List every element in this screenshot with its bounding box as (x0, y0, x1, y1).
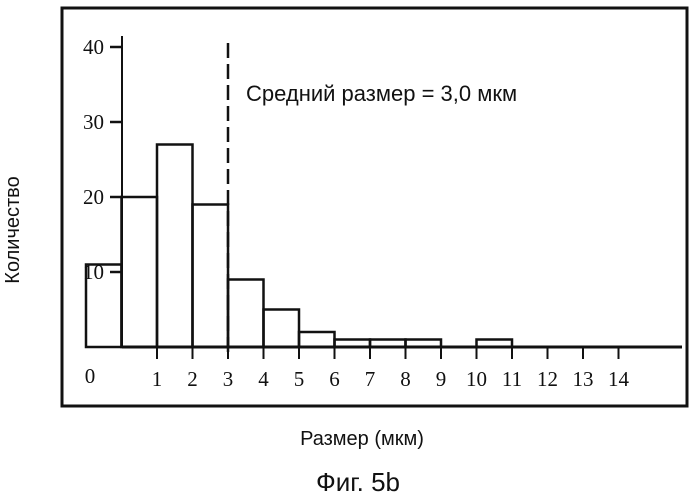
x-tick-label-13: 13 (573, 367, 594, 391)
x-tick-label-11: 11 (502, 367, 522, 391)
x-tick-label-3: 3 (223, 367, 234, 391)
y-tick-label-40: 40 (83, 35, 104, 59)
x-tick-label-2: 2 (187, 367, 198, 391)
y-tick-label-30: 30 (83, 110, 104, 134)
histogram-bar-5 (228, 280, 264, 348)
y-axis-label: Количество (2, 176, 24, 283)
x-tick-label-5: 5 (294, 367, 305, 391)
x-tick-label-9: 9 (436, 367, 447, 391)
x-axis-label: Размер (мкм) (300, 428, 424, 450)
histogram-bar-6 (264, 310, 300, 348)
histogram-bar-8 (335, 340, 371, 348)
figure-caption: Фиг. 5b (316, 467, 400, 497)
x-tick-label-8: 8 (400, 367, 411, 391)
y-tick-label-10: 10 (83, 260, 104, 284)
x-tick-label-10: 10 (466, 367, 487, 391)
bars-group (86, 145, 512, 348)
x-tick-label-1: 1 (152, 367, 163, 391)
mean-annotation: Средний размер = 3,0 мкм (246, 81, 517, 106)
x-tick-label-4: 4 (258, 367, 269, 391)
histogram-bar-11 (477, 340, 513, 348)
histogram-bar-10 (406, 340, 442, 348)
x-tick-label-6: 6 (329, 367, 340, 391)
y-tick-label-20: 20 (83, 185, 104, 209)
x-tick-label-7: 7 (365, 367, 376, 391)
histogram-bar-3 (157, 145, 193, 348)
histogram-bar-7 (299, 332, 335, 347)
histogram-bar-4 (193, 205, 229, 348)
histogram-bar-9 (370, 340, 406, 348)
histogram-bar-2 (122, 197, 158, 347)
zero-label: 0 (85, 364, 96, 388)
x-tick-label-14: 14 (608, 367, 630, 391)
x-tick-label-12: 12 (537, 367, 558, 391)
